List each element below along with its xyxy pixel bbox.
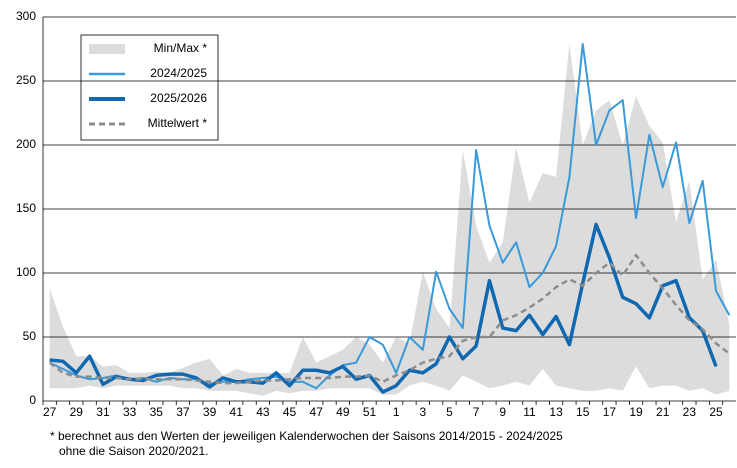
x-tick-label: 13 (549, 405, 563, 419)
x-tick-label: 21 (656, 405, 670, 419)
legend-label: 2024/2025 (150, 66, 207, 80)
x-tick-label: 45 (283, 405, 297, 419)
series-line (49, 42, 731, 390)
x-tick-label: 3 (419, 405, 426, 419)
x-tick-label: 51 (363, 405, 377, 419)
legend-label: 2025/2026 (150, 91, 207, 105)
x-tick-label: 29 (70, 405, 84, 419)
x-tick-label: 5 (446, 405, 453, 419)
y-tick-label: 150 (16, 201, 36, 215)
x-tick-label: 11 (523, 405, 536, 419)
x-tick-label: 33 (123, 405, 137, 419)
y-tick-label: 50 (23, 329, 37, 343)
x-tick-label: 31 (96, 405, 110, 419)
series-line (49, 222, 718, 394)
x-tick-label: 27 (43, 405, 57, 419)
x-tick-label: 19 (629, 405, 643, 419)
x-tick-label: 47 (310, 405, 324, 419)
y-tick-label: 0 (29, 393, 36, 407)
x-tick-label: 17 (603, 405, 617, 419)
x-tick-label: 15 (576, 405, 590, 419)
x-tick-label: 49 (336, 405, 350, 419)
x-tick-label: 35 (150, 405, 164, 419)
x-tick-label: 1 (393, 405, 400, 419)
x-tick-label: 43 (256, 405, 270, 419)
x-tick-label: 39 (203, 405, 217, 419)
y-tick-label: 250 (16, 73, 36, 87)
y-tick-label: 100 (16, 265, 36, 279)
x-tick-label: 23 (683, 405, 697, 419)
min-max-area (49, 43, 730, 396)
legend-label: Mittelwert * (148, 116, 208, 130)
x-tick-label: 7 (473, 405, 480, 419)
x-tick-label: 25 (709, 405, 723, 419)
footnote: ohne die Saison 2020/2021. (59, 444, 208, 458)
y-tick-label: 200 (16, 137, 36, 151)
legend-swatch (89, 44, 125, 54)
y-tick-label: 300 (16, 9, 36, 23)
x-tick-label: 41 (230, 405, 244, 419)
footnote: * berechnet aus den Werten der jeweilige… (50, 429, 563, 443)
x-tick-label: 9 (499, 405, 506, 419)
x-tick-label: 37 (176, 405, 190, 419)
legend-label: Min/Max * (154, 41, 208, 55)
